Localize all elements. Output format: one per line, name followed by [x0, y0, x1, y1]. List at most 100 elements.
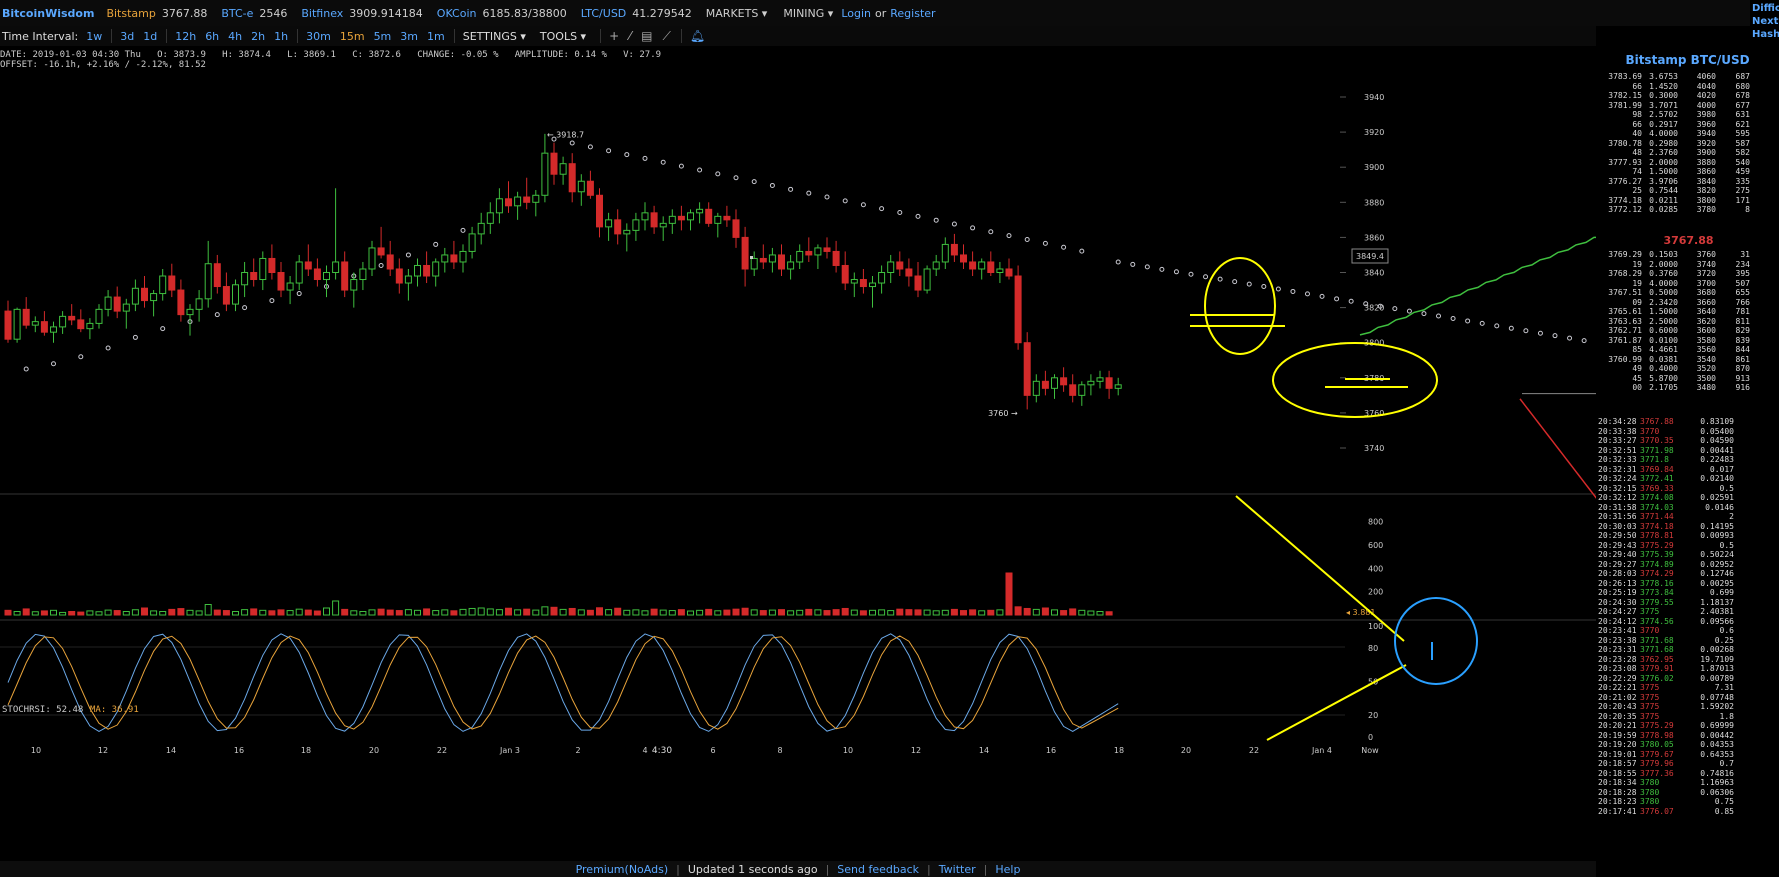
sar-dot — [1581, 338, 1587, 344]
tools-dropdown[interactable]: TOOLS ▾ — [539, 29, 587, 43]
orderbook-ask-row[interactable]: 3780.78 0.2980 3920 587 — [1598, 139, 1779, 149]
sar-dot — [51, 361, 56, 367]
orderbook-bid-row[interactable]: 3760.99 0.0381 3540 861 — [1598, 355, 1779, 365]
premium-link[interactable]: Premium(NoAds) — [575, 862, 669, 876]
orderbook-title: Bitstamp BTC/USD — [1625, 53, 1750, 67]
interval-15m[interactable]: 15m — [339, 29, 365, 43]
crosshair-icon[interactable]: + — [609, 29, 620, 43]
orderbook-bid-row[interactable]: 19 2.0000 3740 234 — [1598, 260, 1779, 270]
market-link-bitstamp[interactable]: Bitstamp — [106, 6, 156, 20]
sar-dot — [1567, 335, 1573, 341]
market-link-btce[interactable]: BTC-e — [221, 6, 254, 20]
trade-price: 3780.05 — [1640, 740, 1674, 749]
price-chart[interactable]: 3940392039003880386038403820380037803760… — [0, 70, 1596, 861]
orderbook-ask-row[interactable]: 3772.12 0.0285 3780 8 — [1598, 205, 1779, 215]
sar-dot — [551, 136, 557, 142]
orderbook-ask-row[interactable]: 3777.93 2.0000 3880 540 — [1598, 158, 1779, 168]
orderbook-bid-row[interactable]: 85 4.4661 3560 844 — [1598, 345, 1779, 355]
register-link[interactable]: Register — [890, 6, 936, 20]
orderbook-ask-row[interactable]: 40 4.0000 3940 595 — [1598, 129, 1779, 139]
interval-1h[interactable]: 1h — [274, 29, 289, 43]
sar-dot — [1159, 266, 1165, 272]
trade-time: 20:33:38 — [1598, 426, 1637, 436]
candle-body — [468, 233, 476, 252]
interval-6h[interactable]: 6h — [205, 29, 220, 43]
orderbook-bid-row[interactable]: 3769.29 0.1503 3760 31 — [1598, 250, 1779, 260]
orderbook-bid-row[interactable]: 3767.51 0.5000 3680 655 — [1598, 288, 1779, 298]
site-logo[interactable]: BitcoinWisdom — [2, 6, 95, 20]
volume-bar — [896, 608, 904, 616]
markets-menu[interactable]: MARKETS ▾ — [705, 6, 768, 20]
interval-3d[interactable]: 3d — [120, 29, 135, 43]
orderbook-cell: 3700 — [1696, 278, 1716, 288]
volume-bar — [113, 610, 121, 616]
interval-1d[interactable]: 1d — [143, 29, 158, 43]
orderbook-ask-row[interactable]: 3782.15 0.3000 4020 678 — [1598, 91, 1779, 101]
interval-2h[interactable]: 2h — [251, 29, 266, 43]
orderbook-cell: 19 — [1632, 278, 1642, 288]
orderbook-cell: 861 — [1735, 354, 1750, 364]
orderbook-cell: 3800 — [1696, 195, 1716, 205]
feedback-link[interactable]: Send feedback — [837, 862, 920, 876]
interval-3m[interactable]: 3m — [400, 29, 418, 43]
orderbook-ask-row[interactable]: 66 0.2917 3960 621 — [1598, 120, 1779, 130]
orderbook-cell: 335 — [1735, 176, 1750, 186]
trade-time: 20:20:35 — [1598, 711, 1637, 721]
twitter-link[interactable]: Twitter — [938, 862, 976, 876]
orderbook-bid-row[interactable]: 49 0.4000 3520 870 — [1598, 364, 1779, 374]
candle-body — [1078, 384, 1086, 396]
orderbook-bid-row[interactable]: 09 2.3420 3660 766 — [1598, 298, 1779, 308]
login-link[interactable]: Login — [841, 6, 871, 20]
sar-dot — [806, 190, 812, 196]
interval-12h[interactable]: 12h — [175, 29, 197, 43]
sar-dot — [1334, 296, 1340, 302]
low-price-label: 3760 → — [988, 409, 1018, 418]
market-link-ltcusd[interactable]: LTC/USD — [580, 6, 627, 20]
orderbook-ask-row[interactable]: 25 0.7544 3820 275 — [1598, 186, 1779, 196]
depth-bids-curve — [1519, 398, 1596, 499]
interval-1w[interactable]: 1w — [86, 29, 103, 43]
trade-amount: 0.12746 — [1700, 569, 1734, 578]
trade-price: 3774.08 — [1640, 493, 1674, 502]
bell-icon[interactable]: 🔔︎ — [689, 29, 706, 43]
market-link-bitfinex[interactable]: Bitfinex — [301, 6, 344, 20]
orderbook-ask-row[interactable]: 3781.99 3.7071 4000 677 — [1598, 101, 1779, 111]
orderbook-bid-row[interactable]: 19 4.0000 3700 507 — [1598, 279, 1779, 289]
orderbook-cell: 40 — [1632, 129, 1642, 138]
orderbook-bid-row[interactable]: 45 5.8700 3500 913 — [1598, 374, 1779, 384]
trend-tool-icon[interactable]: ⟋ — [662, 28, 671, 43]
interval-4h[interactable]: 4h — [228, 29, 243, 43]
orderbook-ask-row[interactable]: 48 2.3760 3900 582 — [1598, 148, 1779, 158]
fib-tool-icon[interactable]: ▤ — [641, 29, 653, 43]
stoch-axis-tick: 80 — [1368, 644, 1378, 653]
orderbook-ask-row[interactable]: 3774.18 0.0211 3800 171 — [1598, 196, 1779, 206]
orderbook-ask-row[interactable]: 74 1.5000 3860 459 — [1598, 167, 1779, 177]
settings-dropdown[interactable]: SETTINGS ▾ — [462, 29, 526, 43]
orderbook-bid-row[interactable]: 3763.63 2.5000 3620 811 — [1598, 317, 1779, 327]
volume-bar — [768, 609, 776, 616]
mining-menu[interactable]: MINING ▾ — [783, 6, 834, 20]
interval-1m[interactable]: 1m — [427, 29, 445, 43]
orderbook-ask-row[interactable]: 3783.69 3.6753 4060 687 — [1598, 72, 1779, 82]
help-link[interactable]: Help — [995, 862, 1021, 876]
interval-30m[interactable]: 30m — [306, 29, 331, 43]
orderbook-bid-row[interactable]: 3768.29 0.3760 3720 395 — [1598, 269, 1779, 279]
orderbook-cell: 3777.93 — [1608, 157, 1642, 167]
sar-dot — [678, 163, 684, 169]
orderbook-cell: 844 — [1735, 345, 1750, 354]
orderbook-bid-row[interactable]: 3762.71 0.6000 3600 829 — [1598, 326, 1779, 336]
orderbook-bid-row[interactable]: 3765.61 1.5000 3640 781 — [1598, 307, 1779, 317]
orderbook-cell: 811 — [1735, 316, 1750, 326]
market-link-okcoin[interactable]: OKCoin — [436, 6, 477, 20]
volume-bar — [1014, 606, 1022, 616]
orderbook-ask-row[interactable]: 66 1.4520 4040 680 — [1598, 82, 1779, 92]
orderbook-ask-row[interactable]: 3776.27 3.9706 3840 335 — [1598, 177, 1779, 187]
orderbook-bid-row[interactable]: 00 2.1705 3480 916 — [1598, 383, 1779, 393]
interval-5m[interactable]: 5m — [373, 29, 392, 43]
orderbook-cell: 677 — [1735, 100, 1750, 110]
line-tool-icon[interactable]: ⁄ — [629, 29, 632, 43]
footer-sep: | — [927, 862, 931, 876]
orderbook-ask-row[interactable]: 98 2.5702 3980 631 — [1598, 110, 1779, 120]
trade-amount: 7.31 — [1714, 683, 1734, 692]
orderbook-bid-row[interactable]: 3761.87 0.0100 3580 839 — [1598, 336, 1779, 346]
